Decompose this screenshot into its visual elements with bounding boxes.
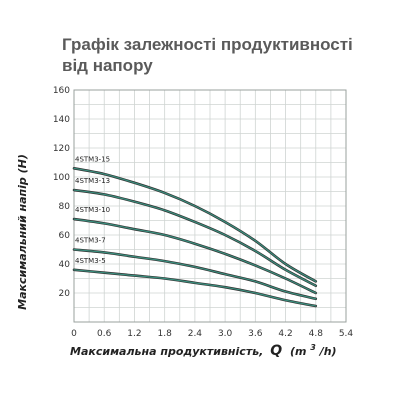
series-line: [72, 167, 318, 283]
series-line-stroke: [73, 218, 317, 294]
series-label: 4STM3-13: [75, 177, 110, 185]
series-lines: [72, 167, 318, 308]
series-label: 4STM3-7: [75, 237, 106, 245]
series-label: 4STM3-15: [75, 155, 110, 163]
x-tick-label: 0.6: [97, 329, 112, 339]
x-tick-label: 4.2: [278, 329, 292, 339]
chart-title: Графік залежності продуктивності від нап…: [62, 35, 353, 75]
x-axis-title-unit-sup: 3: [310, 343, 316, 352]
x-axis-title-unit-end: /h): [318, 345, 337, 358]
series-line-stroke: [73, 167, 317, 282]
x-axis-title-text: Максимальна продуктивність,: [70, 345, 263, 358]
series-line: [72, 188, 318, 288]
plot-frame: [73, 89, 347, 323]
x-axis-title-unit: (m: [290, 345, 307, 358]
x-tick-label: 4.8: [309, 329, 324, 339]
series-line: [72, 217, 318, 295]
series-line: [72, 248, 318, 301]
series-line-stroke: [73, 269, 317, 307]
y-tick-label: 80: [59, 202, 71, 212]
y-tick-label: 40: [59, 260, 71, 270]
series-line: [72, 268, 318, 308]
y-tick-label: 120: [53, 144, 70, 154]
x-tick-labels: 0 0.6 1.2 1.8 2.4 3.0 3.6 4.2 4.8 5.4: [71, 329, 353, 339]
x-tick-label: 5.4: [339, 329, 354, 339]
x-tick-label: 0: [71, 329, 77, 339]
x-tick-label: 3.6: [248, 329, 263, 339]
x-tick-label: 2.4: [188, 329, 203, 339]
y-tick-label: 160: [53, 86, 70, 96]
series-labels: 4STM3-15 4STM3-13 4STM3-10 4STM3-7 4STM3-5: [75, 155, 110, 264]
y-tick-label: 100: [53, 173, 70, 183]
y-tick-label: 20: [59, 289, 71, 299]
x-tick-label: 3.0: [218, 329, 233, 339]
series-line-stroke: [73, 248, 317, 300]
x-tick-label: 1.2: [127, 329, 141, 339]
x-axis-title-symbol: Q: [270, 343, 282, 359]
x-tick-label: 1.8: [158, 329, 173, 339]
y-tick-labels: 20 40 60 80 100 120 140 160: [53, 86, 70, 299]
x-axis-title: Максимальна продуктивність, Q (m 3 /h): [70, 340, 337, 359]
y-tick-label: 140: [53, 115, 70, 125]
series-line-stroke: [73, 189, 317, 287]
y-tick-label: 60: [59, 231, 71, 241]
y-axis-title: Максимальний напір (H): [16, 154, 29, 310]
series-label: 4STM3-5: [75, 257, 106, 265]
series-label: 4STM3-10: [75, 206, 110, 214]
